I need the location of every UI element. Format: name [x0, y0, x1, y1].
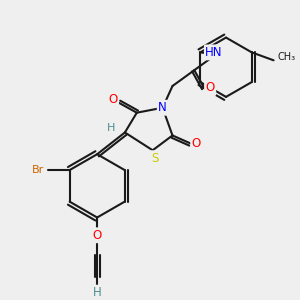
Text: H: H [93, 286, 101, 299]
Text: N: N [158, 101, 167, 114]
Text: Br: Br [32, 165, 44, 175]
Text: O: O [108, 93, 118, 106]
Text: H: H [107, 122, 115, 133]
Text: CH₃: CH₃ [278, 52, 296, 62]
Text: O: O [206, 82, 215, 94]
Text: O: O [92, 229, 102, 242]
Text: O: O [192, 137, 201, 150]
Text: HN: HN [206, 46, 223, 59]
Text: S: S [151, 152, 158, 165]
